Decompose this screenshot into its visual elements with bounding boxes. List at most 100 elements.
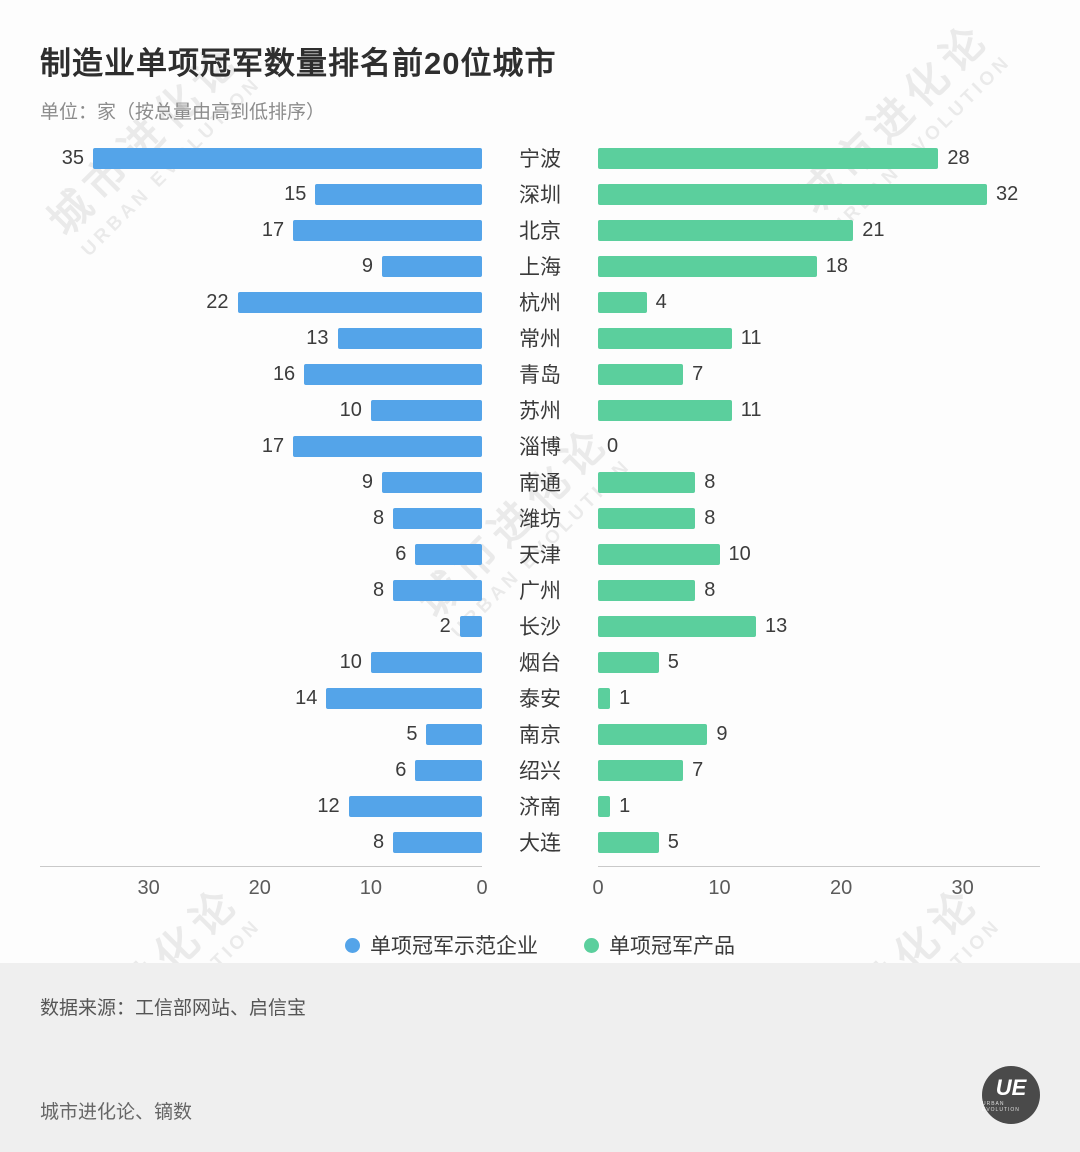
- city-label: 长沙: [519, 616, 561, 639]
- legend-dot-blue: [345, 937, 360, 953]
- chart-row: 35 宁波 28: [40, 140, 1040, 176]
- chart-row: 6 天津 10: [40, 536, 1040, 572]
- city-label: 济南: [519, 796, 561, 819]
- chart-row: 5 南京 9: [40, 716, 1040, 752]
- chart-legend: 单项冠军示范企业 单项冠军产品: [0, 930, 1080, 960]
- city-label: 淄博: [519, 436, 561, 459]
- axis-tick-label: 30: [951, 877, 974, 899]
- enterprise-value-label: 16: [272, 362, 296, 385]
- enterprise-bar: [326, 687, 482, 709]
- city-label: 潍坊: [519, 508, 561, 531]
- city-label: 广州: [519, 580, 561, 603]
- product-bar-cell: 8: [598, 579, 1040, 602]
- enterprise-bar: [415, 543, 482, 565]
- chart-row: 2 长沙 13: [40, 608, 1040, 644]
- city-label: 南通: [519, 472, 561, 495]
- product-bar-cell: 0: [598, 435, 1040, 458]
- chart-row: 12 济南 1: [40, 788, 1040, 824]
- product-value-label: 1: [619, 686, 631, 709]
- product-bar-cell: 9: [598, 723, 1040, 746]
- enterprise-bar-cell: 8: [40, 507, 482, 530]
- chart-header: 制造业单项冠军数量排名前20位城市 单位：家（按总量由高到低排序）: [0, 0, 1080, 124]
- product-bar: [598, 723, 708, 745]
- axis-tick-label: 20: [829, 877, 853, 899]
- enterprise-bar-cell: 10: [40, 651, 482, 674]
- product-bar-cell: 13: [598, 615, 1040, 638]
- credit-text: 城市进化论、镝数: [40, 1102, 193, 1123]
- axis-tick-label: 30: [137, 877, 160, 899]
- axis-tick-label: 0: [592, 877, 604, 899]
- product-value-label: 32: [995, 182, 1019, 205]
- enterprise-bar: [237, 291, 482, 313]
- product-bar-cell: 7: [598, 759, 1040, 782]
- chart-row: 17 淄博 0: [40, 428, 1040, 464]
- enterprise-bar-cell: 8: [40, 579, 482, 602]
- enterprise-value-label: 6: [395, 758, 407, 781]
- product-bar: [598, 579, 696, 601]
- data-source: 数据来源：工信部网站、启信宝: [40, 998, 307, 1019]
- chart-row: 6 绍兴 7: [40, 752, 1040, 788]
- enterprise-bar-cell: 17: [40, 219, 482, 242]
- chart-row: 9 上海 18: [40, 248, 1040, 284]
- product-bar: [598, 147, 939, 169]
- enterprise-value-label: 22: [206, 290, 229, 313]
- product-value-label: 10: [728, 542, 751, 565]
- chart-row: 10 苏州 11: [40, 392, 1040, 428]
- legend-item-enterprise: 单项冠军示范企业: [345, 930, 538, 960]
- city-label: 青岛: [519, 364, 561, 387]
- product-bar: [598, 795, 611, 817]
- enterprise-bar-cell: 6: [40, 759, 482, 782]
- product-bar: [598, 183, 987, 205]
- product-value-label: 21: [862, 218, 885, 241]
- product-bar-cell: 8: [598, 471, 1040, 494]
- product-value-label: 0: [607, 434, 619, 457]
- product-bar-cell: 18: [598, 255, 1040, 278]
- chart-row: 14 泰安 1: [40, 680, 1040, 716]
- city-label: 烟台: [519, 652, 561, 675]
- enterprise-bar: [415, 759, 482, 781]
- enterprise-value-label: 8: [373, 830, 385, 853]
- product-value-label: 8: [704, 578, 716, 601]
- product-bar-cell: 28: [598, 147, 1040, 170]
- enterprise-bar-cell: 14: [40, 687, 482, 710]
- enterprise-value-label: 35: [61, 146, 85, 169]
- enterprise-bar-cell: 35: [40, 147, 482, 170]
- enterprise-value-label: 9: [361, 470, 373, 493]
- city-label: 宁波: [519, 148, 561, 171]
- enterprise-bar-cell: 6: [40, 543, 482, 566]
- product-value-label: 13: [765, 614, 788, 637]
- enterprise-bar-cell: 15: [40, 183, 482, 206]
- chart-row: 8 大连 5: [40, 824, 1040, 860]
- enterprise-bar-cell: 9: [40, 471, 482, 494]
- enterprise-bar-cell: 12: [40, 795, 482, 818]
- city-label: 常州: [519, 328, 561, 351]
- product-bar-cell: 5: [598, 831, 1040, 854]
- product-bar-cell: 1: [598, 795, 1040, 818]
- enterprise-bar: [370, 399, 482, 421]
- axis-tick-label: 20: [248, 877, 271, 899]
- product-value-label: 8: [704, 506, 716, 529]
- credit-row: 城市进化论、镝数 UE URBAN EVOLUTION: [40, 1066, 1040, 1124]
- enterprise-bar-cell: 10: [40, 399, 482, 422]
- enterprise-value-label: 8: [373, 578, 385, 601]
- legend-item-product: 单项冠军产品: [584, 930, 735, 960]
- product-bar: [598, 399, 732, 421]
- product-value-label: 1: [619, 794, 631, 817]
- enterprise-bar-cell: 13: [40, 327, 482, 350]
- city-label: 大连: [519, 832, 561, 855]
- legend-dot-green: [584, 937, 599, 953]
- product-bar: [598, 327, 732, 349]
- ue-logo-text: UE: [995, 1075, 1027, 1100]
- city-label: 泰安: [519, 688, 561, 711]
- chart-row: 10 烟台 5: [40, 644, 1040, 680]
- chart-row: 22 杭州 4: [40, 284, 1040, 320]
- city-label: 上海: [519, 256, 561, 279]
- axis-tick-label: 10: [359, 877, 383, 899]
- enterprise-bar: [293, 219, 482, 241]
- enterprise-value-label: 13: [306, 326, 329, 349]
- axis-tick-label: 10: [708, 877, 731, 899]
- product-bar: [598, 759, 684, 781]
- enterprise-value-label: 6: [395, 542, 407, 565]
- product-value-label: 4: [655, 290, 667, 313]
- legend-label: 单项冠军示范企业: [370, 935, 538, 958]
